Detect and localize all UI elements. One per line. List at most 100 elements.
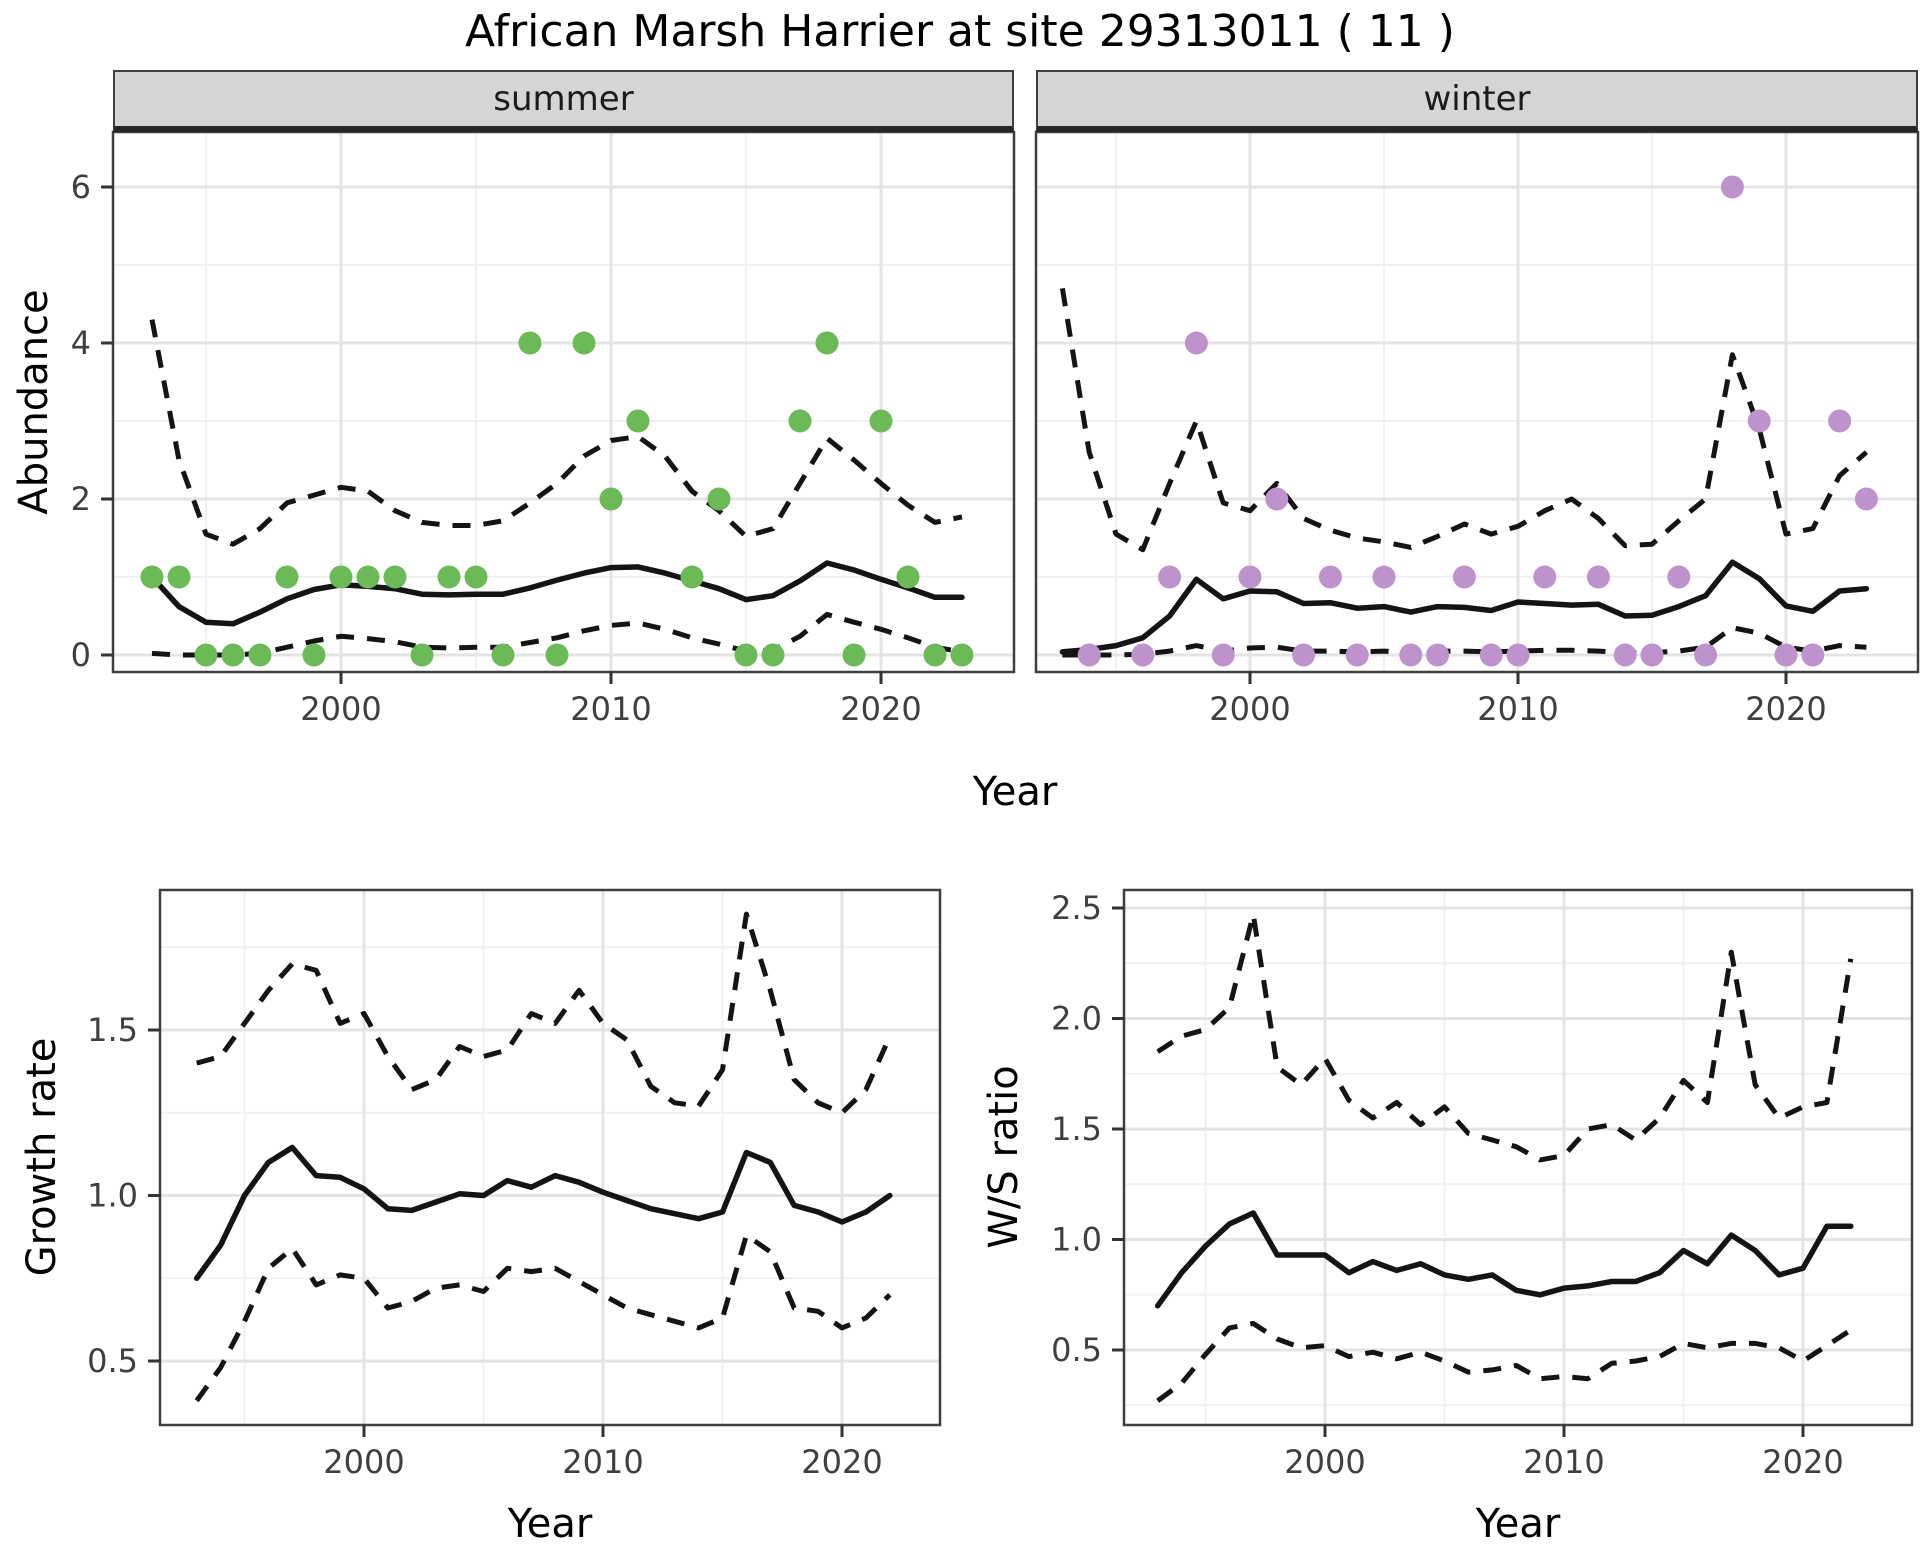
y-tick-label: 4 bbox=[71, 324, 91, 362]
abundance-summer-data-point bbox=[707, 487, 731, 511]
growth-rate-border bbox=[158, 888, 942, 1427]
x-axis-label-year-growth: Year bbox=[507, 1501, 593, 1547]
abundance-winter-data-point bbox=[1694, 643, 1718, 667]
abundance-summer-data-point bbox=[842, 643, 866, 667]
ws-ratio-fit-line bbox=[1154, 1210, 1854, 1309]
growth-rate-upper-ci-line bbox=[196, 911, 893, 1116]
abundance-winter-lower-ci-line bbox=[1062, 625, 1867, 658]
abundance-summer-data-point bbox=[923, 643, 947, 667]
abundance-summer-data-point bbox=[518, 331, 542, 355]
abundance-summer-data-point bbox=[302, 643, 326, 667]
abundance-winter-data-point bbox=[1158, 565, 1182, 589]
y-tick-label: 1.5 bbox=[1051, 1110, 1102, 1148]
abundance-summer-data-point bbox=[599, 487, 623, 511]
abundance-winter-data-point bbox=[1828, 409, 1852, 433]
y-tick-label: 2.5 bbox=[1051, 889, 1102, 927]
abundance-summer-upper-ci-line bbox=[149, 319, 963, 547]
x-tick-label: 2000 bbox=[1209, 690, 1290, 728]
abundance-winter-data-point bbox=[1318, 565, 1342, 589]
abundance-winter-data-point bbox=[1265, 487, 1289, 511]
abundance-summer-lower-ci-line bbox=[151, 611, 963, 658]
facet-strip-winter: winter bbox=[1036, 70, 1918, 132]
abundance-winter-data-point bbox=[1667, 565, 1691, 589]
figure-title: African Marsh Harrier at site 29313011 (… bbox=[465, 6, 1455, 57]
abundance-summer-data-point bbox=[896, 565, 920, 589]
abundance-winter-upper-ci-line bbox=[1059, 287, 1869, 553]
abundance-summer-data-point bbox=[275, 565, 299, 589]
abundance-winter-fit-line bbox=[1059, 559, 1870, 655]
abundance-summer-data-point bbox=[248, 643, 272, 667]
y-tick-label: 0.5 bbox=[87, 1342, 138, 1380]
abundance-summer-data-point bbox=[815, 331, 839, 355]
abundance-summer-data-point bbox=[572, 331, 596, 355]
abundance-summer-data-point bbox=[221, 643, 245, 667]
abundance-winter-data-point bbox=[1533, 565, 1557, 589]
abundance-winter-data-point bbox=[1238, 565, 1262, 589]
ws-ratio-panel bbox=[1124, 890, 1912, 1425]
abundance-winter-data-point bbox=[1345, 643, 1369, 667]
abundance-winter-data-point bbox=[1292, 643, 1316, 667]
y-axis-label-ws-ratio: W/S ratio bbox=[981, 1065, 1027, 1249]
abundance-summer-data-point bbox=[788, 409, 812, 433]
abundance-summer-data-point bbox=[356, 565, 380, 589]
abundance-summer-data-point bbox=[464, 565, 488, 589]
y-tick-label: 1.0 bbox=[87, 1177, 138, 1215]
y-tick-label: 2 bbox=[71, 480, 91, 518]
abundance-winter-data-point bbox=[1372, 565, 1396, 589]
abundance-winter-data-point bbox=[1747, 409, 1771, 433]
x-tick-label: 2000 bbox=[300, 690, 381, 728]
abundance-summer-data-point bbox=[761, 643, 785, 667]
abundance-summer-fit-line bbox=[149, 560, 965, 627]
abundance-summer-data-point bbox=[545, 643, 569, 667]
abundance-summer-data-point bbox=[383, 565, 407, 589]
abundance-summer-data-point bbox=[626, 409, 650, 433]
abundance-winter-data-point bbox=[1184, 331, 1208, 355]
abundance-winter-data-point bbox=[1854, 487, 1878, 511]
abundance-summer-data-point bbox=[410, 643, 434, 667]
x-axis-label-year-top: Year bbox=[972, 769, 1058, 815]
growth-rate-fit-line bbox=[193, 1144, 893, 1282]
abundance-winter-data-point bbox=[1720, 175, 1744, 199]
y-tick-label: 0.5 bbox=[1051, 1331, 1102, 1369]
growth-rate-lower-ci-line bbox=[194, 1232, 892, 1403]
abundance-winter-data-point bbox=[1506, 643, 1530, 667]
y-tick-label: 6 bbox=[71, 168, 91, 206]
growth-rate-panel bbox=[160, 890, 940, 1425]
abundance-winter-border bbox=[1034, 130, 1920, 674]
abundance-winter-data-point bbox=[1077, 643, 1101, 667]
abundance-winter-panel bbox=[1036, 132, 1918, 672]
ws-ratio-upper-ci-line bbox=[1156, 912, 1854, 1163]
abundance-summer-data-point bbox=[950, 643, 974, 667]
y-tick-label: 2.0 bbox=[1051, 1000, 1102, 1038]
abundance-winter-data-point bbox=[1211, 643, 1235, 667]
x-tick-label: 2010 bbox=[1523, 1443, 1604, 1481]
y-axis-label-abundance: Abundance bbox=[11, 289, 57, 515]
abundance-summer-data-point bbox=[734, 643, 758, 667]
abundance-summer-data-point bbox=[491, 643, 515, 667]
y-axis-label-growth-rate: Growth rate bbox=[19, 1037, 65, 1277]
abundance-summer-data-point bbox=[140, 565, 164, 589]
facet-strip-summer-label: summer bbox=[493, 79, 634, 119]
x-tick-label: 2010 bbox=[562, 1443, 643, 1481]
ws-ratio-border bbox=[1122, 888, 1914, 1427]
abundance-summer-panel bbox=[113, 132, 1014, 672]
abundance-winter-data-point bbox=[1801, 643, 1825, 667]
abundance-summer-data-point bbox=[869, 409, 893, 433]
x-tick-label: 2000 bbox=[1284, 1443, 1365, 1481]
abundance-winter-data-point bbox=[1131, 643, 1155, 667]
abundance-summer-border bbox=[111, 130, 1016, 674]
abundance-winter-data-point bbox=[1640, 643, 1664, 667]
abundance-summer-data-point bbox=[167, 565, 191, 589]
abundance-winter-data-point bbox=[1452, 565, 1476, 589]
y-tick-label: 1.0 bbox=[1051, 1221, 1102, 1259]
abundance-winter-data-point bbox=[1479, 643, 1503, 667]
abundance-summer-data-point bbox=[437, 565, 461, 589]
abundance-summer-data-point bbox=[194, 643, 218, 667]
abundance-winter-data-point bbox=[1774, 643, 1798, 667]
ws-ratio-lower-ci-line bbox=[1156, 1321, 1853, 1403]
x-tick-label: 2020 bbox=[840, 690, 921, 728]
abundance-winter-data-point bbox=[1586, 565, 1610, 589]
abundance-summer-data-point bbox=[329, 565, 353, 589]
